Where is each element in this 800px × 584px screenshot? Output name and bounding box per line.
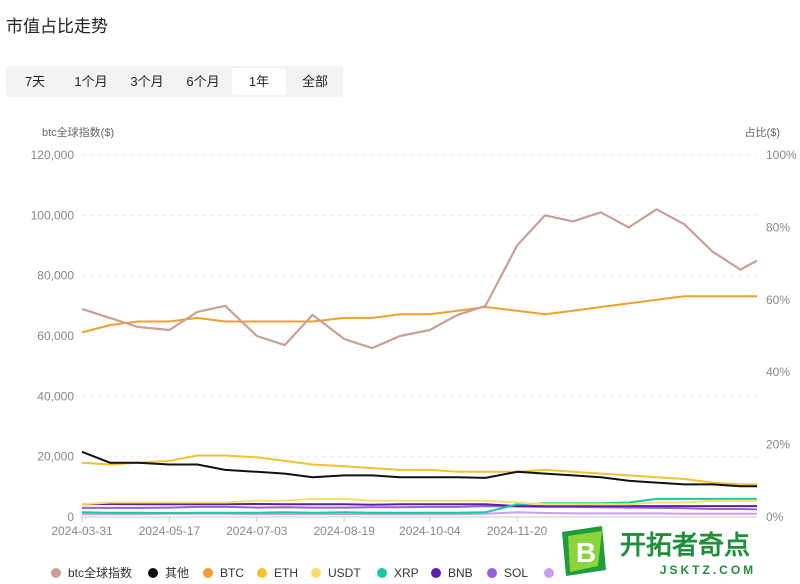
grid-lines [82, 154, 757, 518]
watermark-logo-icon: B [562, 526, 606, 576]
left-axis-label: btc全球指数($) [42, 125, 114, 139]
range-tab-3m[interactable]: 3个月 [130, 74, 164, 89]
series-line-btc-index [81, 208, 758, 350]
legend-marker-bnb [431, 568, 441, 578]
right-axis-label: 占比($) [745, 125, 780, 139]
time-range-selector: 7天 1个月 3个月 6个月 1年 全部 [6, 66, 343, 97]
right-tick-label: 0% [766, 510, 784, 524]
series-line-btc [81, 295, 757, 334]
market-share-chart: btc全球指数($) 占比($) 0 20,000 40,000 60,000 80,0… [31, 125, 797, 580]
left-tick-label: 60,000 [37, 329, 74, 343]
legend-marker-eth [257, 568, 267, 578]
series-line-usdt [81, 497, 757, 506]
x-tick-label: 2024-05-17 [139, 524, 201, 538]
legend-label-eth: ETH [274, 566, 298, 580]
left-tick-label: 100,000 [31, 208, 75, 222]
left-tick-label: 0 [67, 510, 74, 524]
left-tick-label: 20,000 [37, 450, 74, 464]
legend-label-usdt: USDT [328, 566, 361, 580]
site-watermark: B 开拓者奇点 JSKTZ.COM [562, 526, 756, 577]
right-tick-label: 60% [766, 293, 790, 307]
legend-marker-sol [487, 568, 497, 578]
legend-label-btc: BTC [220, 566, 244, 580]
legend-label-btc-index: btc全球指数 [68, 565, 132, 580]
legend-label-xrp: XRP [394, 566, 419, 580]
chart-legend: btc全球指数 其他 BTC ETH USDT XRP BNB SOL [51, 565, 554, 580]
legend-marker-btc-index [51, 568, 61, 578]
series-line-eth [81, 454, 757, 486]
series-line-other [81, 450, 757, 488]
series-line-sol [82, 505, 758, 511]
page-title: 市值占比走势 [6, 17, 108, 36]
x-tick-label: 2024-07-03 [226, 524, 288, 538]
series-line-xrp [81, 497, 757, 514]
legend-marker-other [148, 568, 158, 578]
watermark-name: 开拓者奇点 [620, 530, 750, 561]
series-line-bnb [81, 503, 757, 508]
left-tick-label: 120,000 [31, 148, 75, 162]
x-tick-label: 2024-03-31 [51, 524, 113, 538]
left-tick-label: 80,000 [37, 269, 74, 283]
legend-marker-xrp [377, 568, 387, 578]
legend-marker-extra [544, 568, 554, 578]
x-tick-label: 2024-11-20 [487, 524, 548, 538]
legend-label-sol: SOL [504, 566, 528, 580]
range-tab-1m[interactable]: 1个月 [74, 74, 108, 89]
x-tick-label: 2024-08-19 [313, 524, 375, 538]
series-lines [81, 208, 758, 516]
legend-label-other: 其他 [165, 566, 189, 580]
range-tab-6m[interactable]: 6个月 [186, 74, 220, 89]
legend-marker-btc [203, 568, 213, 578]
left-axis-ticks: 0 20,000 40,000 60,000 80,000 100,000 120,000 [31, 148, 75, 524]
watermark-domain: JSKTZ.COM [660, 563, 756, 577]
watermark-logo-letter: B [576, 537, 596, 568]
range-tab-7d[interactable]: 7天 [24, 74, 46, 89]
legend-label-bnb: BNB [448, 566, 473, 580]
right-tick-label: 20% [766, 438, 790, 452]
right-tick-label: 80% [766, 220, 790, 234]
x-tick-label: 2024-10-04 [399, 524, 461, 538]
range-tab-1y[interactable]: 1年 [232, 68, 286, 95]
legend-marker-usdt [311, 568, 321, 578]
left-tick-label: 40,000 [37, 389, 74, 403]
right-tick-label: 100% [766, 148, 797, 162]
x-axis-ticks: 2024-03-31 2024-05-17 2024-07-03 2024-08-19… [51, 517, 548, 538]
range-tab-all[interactable]: 全部 [301, 74, 328, 89]
right-tick-label: 40% [766, 365, 790, 379]
right-axis-ticks: 0% 20% 40% 60% 80% 100% [766, 148, 797, 524]
